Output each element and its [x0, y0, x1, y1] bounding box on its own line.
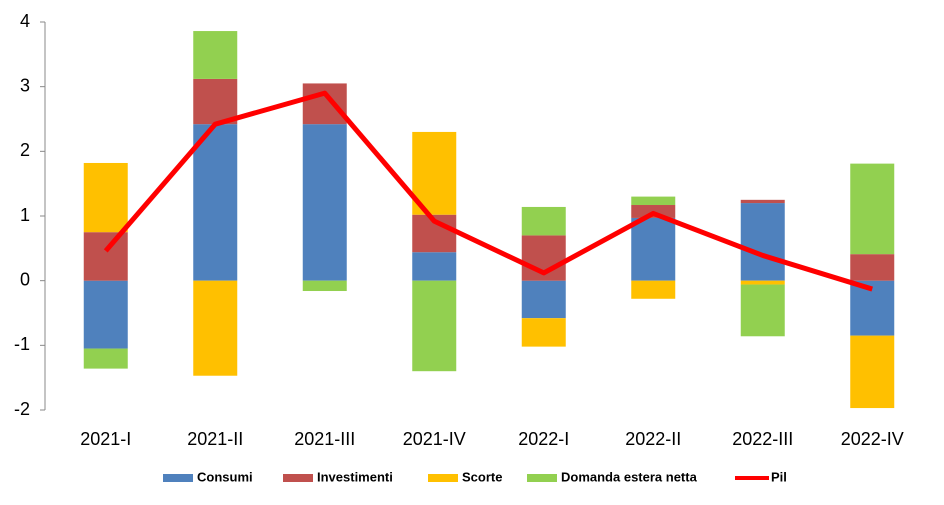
bar-segment	[83, 232, 128, 281]
x-tick-label: 2022-II	[625, 429, 681, 449]
y-tick-label: 2	[20, 140, 30, 160]
bar-segment	[193, 78, 238, 125]
bar-segment	[302, 124, 347, 281]
legend-label: Consumi	[197, 469, 253, 484]
bar-segment	[521, 206, 566, 236]
bar-segment	[302, 280, 347, 292]
legend-label: Investimenti	[317, 469, 393, 484]
legend-label: Scorte	[462, 469, 502, 484]
bar-segment	[850, 280, 895, 336]
bar-segment	[740, 203, 785, 281]
legend-swatch	[283, 474, 313, 482]
y-tick-label: 1	[20, 205, 30, 225]
legend-label: Pil	[771, 469, 787, 484]
bar-segment	[850, 335, 895, 409]
bar-segment	[521, 280, 566, 319]
legend-label: Domanda estera netta	[561, 469, 698, 484]
bar-segment	[631, 280, 676, 299]
bar-segment	[302, 83, 347, 125]
x-tick-label: 2021-I	[80, 429, 131, 449]
bar-segment	[740, 199, 785, 204]
bar-segment	[412, 252, 457, 281]
legend-swatch	[527, 474, 557, 482]
bar-segment	[521, 318, 566, 347]
y-tick-label: 3	[20, 75, 30, 95]
bar-segment	[740, 284, 785, 337]
bar-segment	[83, 348, 128, 369]
bar-segment	[850, 254, 895, 281]
x-tick-label: 2021-II	[187, 429, 243, 449]
y-tick-label: -2	[14, 399, 30, 419]
bar-segment	[631, 196, 676, 206]
bar-segment	[740, 280, 785, 285]
bar-segment	[83, 280, 128, 349]
x-tick-label: 2021-III	[294, 429, 355, 449]
legend-swatch	[428, 474, 458, 482]
bar-segment	[193, 280, 238, 376]
bar-segment	[193, 124, 238, 281]
x-tick-label: 2022-IV	[841, 429, 904, 449]
y-tick-label: 4	[20, 11, 30, 31]
bar-segment	[193, 31, 238, 79]
x-tick-label: 2021-IV	[403, 429, 466, 449]
y-tick-label: 0	[20, 269, 30, 289]
bar-segment	[631, 217, 676, 281]
bar-segment	[850, 163, 895, 255]
x-tick-label: 2022-III	[732, 429, 793, 449]
y-tick-label: -1	[14, 334, 30, 354]
x-tick-label: 2022-I	[518, 429, 569, 449]
bar-segment	[83, 162, 128, 233]
line-series	[103, 90, 873, 292]
bar-segment	[412, 280, 457, 372]
legend-swatch	[163, 474, 193, 482]
